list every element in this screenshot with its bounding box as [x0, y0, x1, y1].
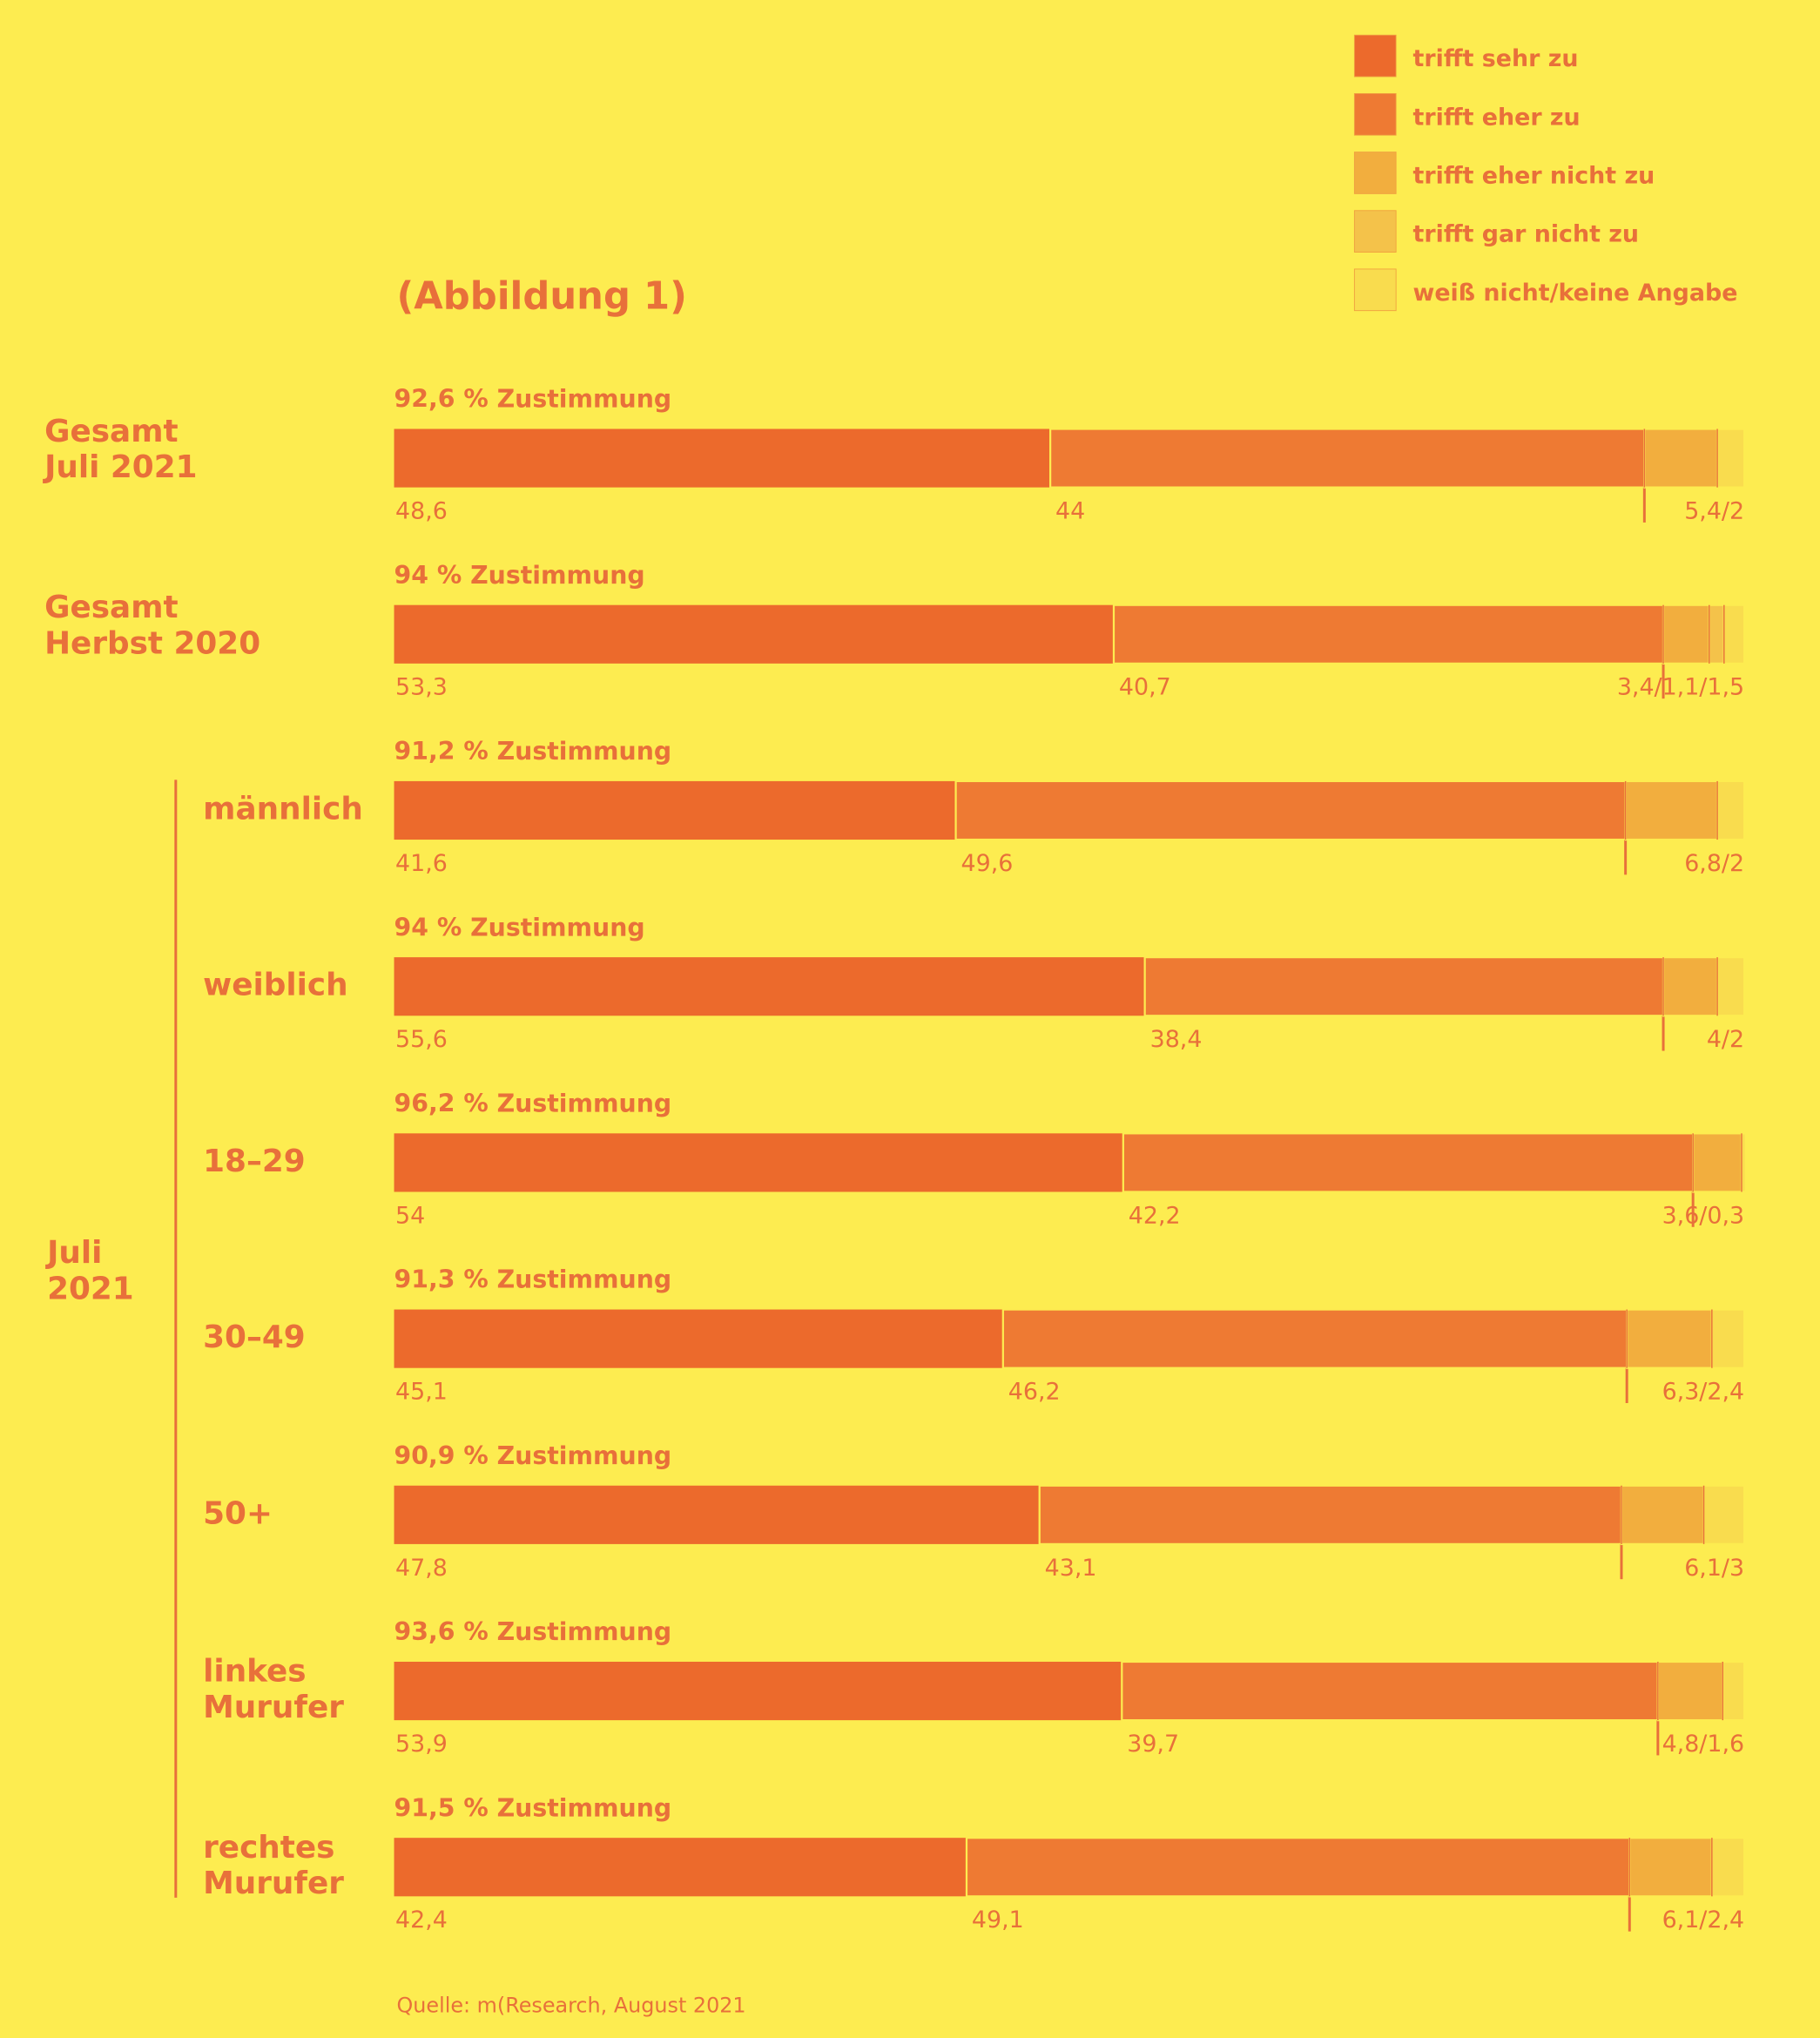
agreement-label: 91,2 % Zustimmung [394, 737, 672, 766]
bar-segment [1710, 1308, 1746, 1369]
category-label: 30–49 [203, 1319, 306, 1355]
value-label: 41,6 [395, 850, 448, 877]
bar-segment [394, 957, 1145, 1016]
value-label: 53,9 [395, 1731, 448, 1758]
tail-label: 6,1/2,4 [1662, 1906, 1744, 1933]
value-label: 43,1 [1045, 1555, 1097, 1582]
tail-label: 4,8/1,6 [1662, 1731, 1744, 1758]
value-label: 42,2 [1129, 1202, 1181, 1229]
bar-segment [1001, 1308, 1628, 1369]
value-label: 46,2 [1008, 1379, 1061, 1406]
agreement-label: 94 % Zustimmung [394, 561, 645, 590]
bar-segment [394, 604, 1114, 664]
agreement-label: 96,2 % Zustimmung [394, 1089, 672, 1117]
bar-segment [394, 1133, 1123, 1192]
legend-label: trifft gar nicht zu [1413, 221, 1640, 248]
bar-segment [1048, 428, 1646, 489]
agreement-label: 94 % Zustimmung [394, 913, 645, 941]
category-label: 18–29 [203, 1144, 306, 1179]
value-label: 42,4 [395, 1906, 448, 1933]
bar-segment [1716, 955, 1746, 1017]
legend-swatch [1353, 93, 1397, 136]
bar-segment [394, 780, 956, 840]
bar-segment [954, 779, 1627, 841]
source: Quelle: m(Research, August 2021 [397, 1994, 746, 2018]
category-label: 50+ [203, 1495, 273, 1531]
bar-segment [1624, 779, 1719, 841]
tail-label: 3,6/0,3 [1662, 1202, 1744, 1229]
bar-segment [1122, 1132, 1695, 1193]
value-label: 39,7 [1127, 1731, 1179, 1758]
tail-label: 6,8/2 [1684, 850, 1744, 877]
tail-label: 6,1/3 [1684, 1555, 1744, 1582]
category-label: rechtes Murufer [203, 1830, 344, 1901]
bar-segment [1628, 1837, 1713, 1898]
bar-segment [1692, 1132, 1743, 1193]
agreement-label: 91,3 % Zustimmung [394, 1265, 672, 1294]
legend-label: weiß nicht/keine Angabe [1413, 280, 1738, 307]
tail-label: 4/2 [1707, 1026, 1744, 1053]
legend-swatch [1353, 152, 1397, 194]
value-label: 45,1 [395, 1379, 448, 1406]
legend-label: trifft eher zu [1413, 104, 1581, 131]
tail-label: 3,4/1,1/1,5 [1617, 674, 1744, 701]
bar-segment [1620, 1484, 1705, 1546]
bar-segment [394, 1309, 1003, 1368]
agreement-label: 92,6 % Zustimmung [394, 385, 672, 414]
value-label: 53,3 [395, 674, 448, 701]
value-label: 55,6 [395, 1026, 448, 1053]
bar-segment [394, 1838, 967, 1897]
bar-segment [1662, 955, 1719, 1017]
agreement-label: 91,5 % Zustimmung [394, 1793, 672, 1822]
bar-segment [1702, 1484, 1746, 1546]
bar-segment [1038, 1484, 1623, 1546]
bar-segment [1716, 428, 1746, 489]
value-label: 47,8 [395, 1555, 448, 1582]
value-label: 49,6 [961, 850, 1014, 877]
legend-label: trifft eher nicht zu [1413, 162, 1655, 189]
agreement-label: 93,6 % Zustimmung [394, 1617, 672, 1646]
value-label: 44 [1055, 497, 1085, 524]
bar-segment [1662, 604, 1710, 665]
category-label: männlich [203, 791, 363, 827]
chart-title: (Abbildung 1) [397, 275, 687, 319]
bar-segment [965, 1837, 1631, 1898]
value-label: 54 [395, 1202, 425, 1229]
category-label: Gesamt Juli 2021 [42, 414, 197, 485]
bar-segment [1716, 779, 1746, 841]
value-label: 48,6 [395, 497, 448, 524]
bar-segment [1626, 1308, 1713, 1369]
value-label: 38,4 [1150, 1026, 1203, 1053]
bar-segment [394, 1485, 1040, 1544]
category-label: linkes Murufer [203, 1654, 344, 1725]
value-label: 40,7 [1119, 674, 1171, 701]
group-label: Juli 2021 [44, 1235, 134, 1306]
tail-label: 6,3/2,4 [1662, 1379, 1744, 1406]
legend-swatch [1353, 210, 1397, 253]
bar-segment [1656, 1660, 1724, 1722]
tail-label: 5,4/2 [1684, 497, 1744, 524]
bar-segment [394, 429, 1051, 488]
bar-segment [1722, 604, 1746, 665]
value-label: 49,1 [972, 1906, 1024, 1933]
bar-segment [1710, 1837, 1746, 1898]
legend-swatch [1353, 268, 1397, 312]
category-label: weiblich [203, 968, 347, 1003]
legend-swatch [1353, 34, 1397, 78]
bar-segment [394, 1661, 1122, 1721]
bar-segment [1112, 604, 1665, 665]
bar-segment [1643, 428, 1719, 489]
bar-segment [1708, 604, 1725, 665]
legend-label: trifft sehr zu [1413, 45, 1579, 72]
bar-segment [1143, 955, 1665, 1017]
bar-segment [1121, 1660, 1659, 1722]
bar-segment [1722, 1660, 1746, 1722]
agreement-label: 90,9 % Zustimmung [394, 1441, 672, 1470]
category-label: Gesamt Herbst 2020 [44, 590, 260, 661]
